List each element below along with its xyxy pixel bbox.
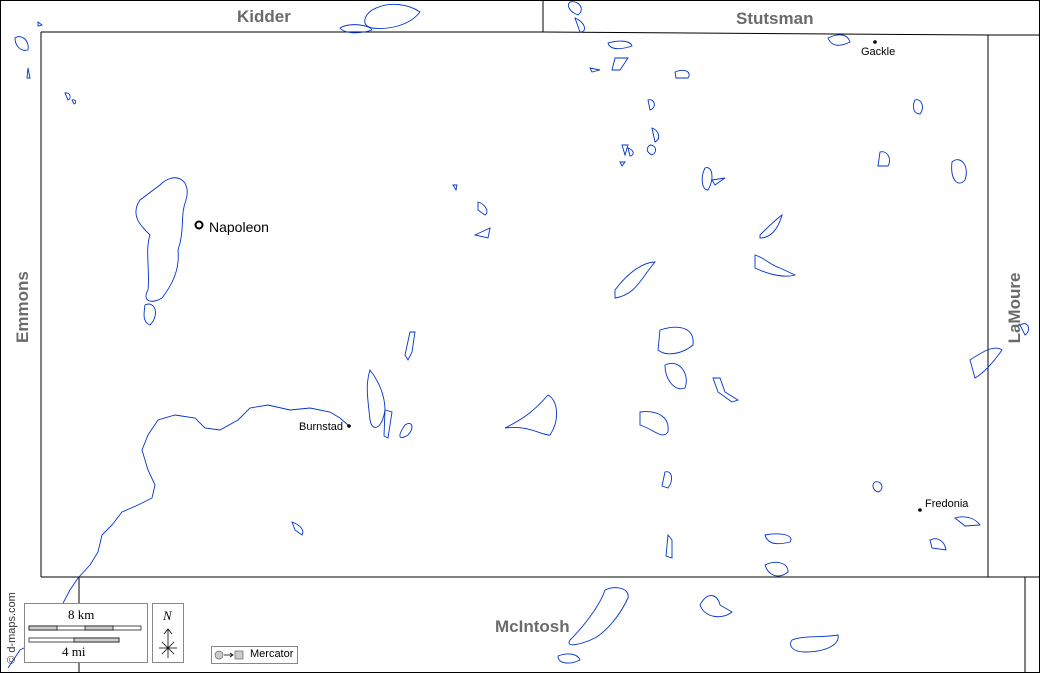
lake [383,409,393,439]
lake [754,254,797,277]
border-north [41,31,989,36]
lake [567,1,586,33]
lake [664,362,687,390]
lake [607,40,633,50]
lake [764,533,792,545]
lake [611,57,629,71]
lake [954,516,981,527]
water-features [7,1,1030,669]
lake [969,347,1003,379]
county-label-mcintosh: McIntosh [495,617,570,636]
lake [665,533,673,559]
lake-napoleon [135,177,188,302]
lake [404,331,416,361]
projection-label: Mercator [250,648,294,660]
county-label-kidder: Kidder [237,7,291,26]
lake [872,481,883,493]
lake [646,127,660,156]
lake [1019,323,1030,336]
county-label-emmons: Emmons [13,271,32,343]
scale-km-label: 8 km [68,607,95,622]
lake [759,213,783,239]
lake [951,159,967,184]
lake [37,21,44,27]
lake [143,303,156,326]
town-gackle: Gackle [861,46,896,58]
gackle-marker [873,40,877,44]
county-label-stutsman: Stutsman [736,9,814,28]
napoleon-marker [194,220,204,230]
lake [473,201,491,239]
burnstad-marker [347,424,351,428]
lake [912,99,923,115]
lake [929,538,947,551]
lake [614,261,656,299]
lake [364,3,421,29]
lake [657,326,694,355]
lake [339,24,373,34]
lake [399,423,413,438]
lake [701,167,726,191]
scale-bar [24,603,148,663]
county-borders [40,0,1040,673]
lake [568,587,629,646]
lake [647,99,655,111]
river [7,404,349,669]
lake [557,653,581,664]
lake [619,144,634,167]
lake [64,92,77,105]
town-fredonia: Fredonia [925,498,969,510]
fredonia-marker [918,508,922,512]
town-burnstad: Burnstad [299,421,344,433]
lake [366,369,386,428]
county-label-lamoure: LaMoure [1005,272,1024,344]
lake [14,36,29,51]
lake [504,394,557,436]
town-napoleon: Napoleon [209,219,269,235]
lake [674,69,690,79]
lake [26,67,31,79]
lake [589,67,601,73]
lake [877,151,891,167]
lake [639,411,669,436]
scale-mi-label: 4 mi [62,644,86,659]
north-label: N [163,608,172,623]
lake [291,521,304,536]
lake [712,377,740,403]
lake [699,595,733,618]
north-arrow [152,603,184,663]
lake [452,184,458,192]
lake [764,561,789,577]
lake [790,634,839,653]
lake [827,34,851,46]
credit: © d-maps.com [6,592,18,664]
projection-box [211,646,298,664]
lake [661,471,672,489]
